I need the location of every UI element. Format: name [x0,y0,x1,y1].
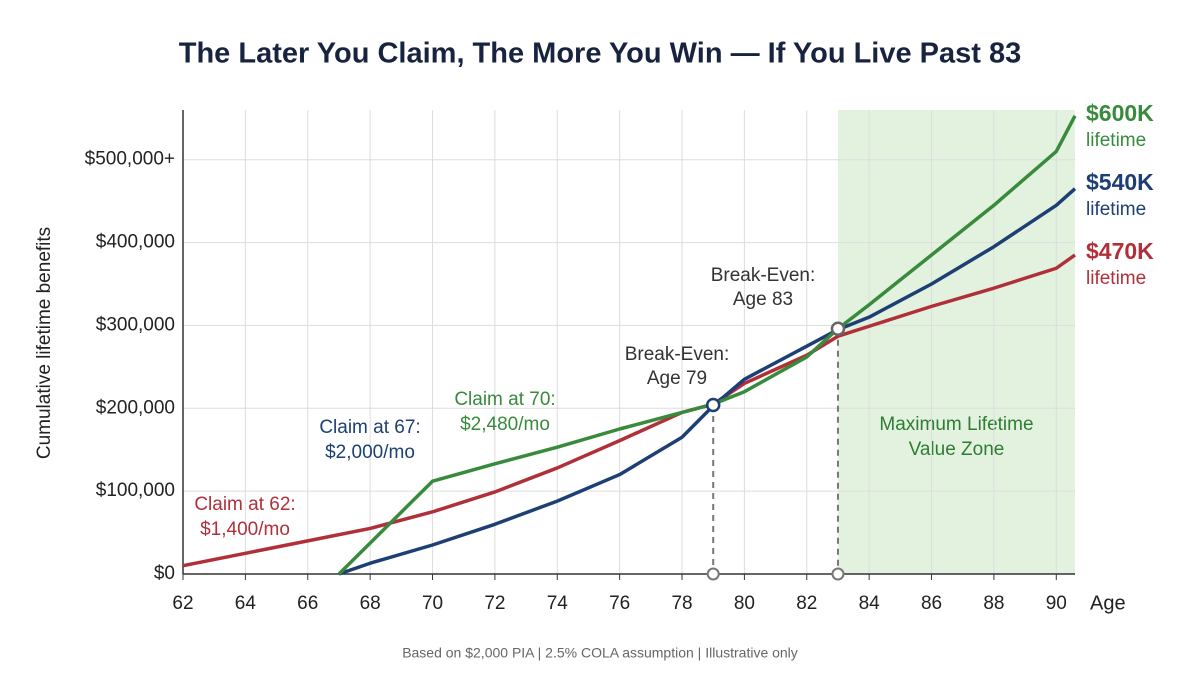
series-line [337,114,1077,576]
break-even-label: Break-Even: [625,344,730,365]
zone-label: Maximum Lifetime [879,414,1033,435]
series-label: Claim at 67: [319,417,420,438]
end-label: lifetime [1086,199,1146,220]
break-even-label: Age 79 [647,368,707,389]
break-even-label: Age 83 [733,289,793,310]
series-label: Claim at 62: [194,494,295,515]
y-tick-label: $400,000 [96,232,175,253]
chart-title: The Later You Claim, The More You Win — … [179,38,1022,70]
x-tick-label: 80 [734,593,755,614]
zone-label: Value Zone [909,439,1005,460]
x-tick-label: 76 [609,593,630,614]
series-label: $2,000/mo [325,442,415,463]
x-tick-label: 84 [859,593,881,614]
series-label: Claim at 70: [454,389,555,410]
x-tick-label: 62 [172,593,193,614]
end-label: lifetime [1086,268,1146,289]
end-label: $540K [1086,169,1154,195]
break-even-point [705,397,721,413]
end-label: $470K [1086,238,1154,264]
series-label: $1,400/mo [200,519,290,540]
series-line [338,187,1077,576]
y-tick-label: $0 [154,563,175,584]
break-even-axis-dot [831,567,845,581]
y-tick-label: $200,000 [96,397,175,418]
y-tick-label: $100,000 [96,480,175,501]
end-label: lifetime [1086,130,1146,151]
x-tick-label: 70 [422,593,443,614]
end-label: $600K [1086,100,1154,126]
x-tick-label: 66 [297,593,318,614]
y-tick-label: $500,000+ [85,149,175,170]
x-tick-label: 88 [983,593,1004,614]
x-tick-label: 68 [360,593,381,614]
footnote: Based on $2,000 PIA | 2.5% COLA assumpti… [402,645,798,661]
y-axis-label: Cumulative lifetime benefits [34,227,55,459]
x-tick-label: 64 [235,593,257,614]
x-tick-label: 74 [547,593,569,614]
break-even-point [830,321,846,336]
break-even-label: Break-Even: [711,265,816,286]
y-tick-label: $300,000 [96,314,175,335]
x-tick-label: 72 [484,593,505,614]
value-zone [837,110,1075,574]
x-tick-label: 82 [796,593,817,614]
x-tick-label: 78 [671,593,692,614]
series-label: $2,480/mo [460,414,550,435]
x-tick-label: 86 [921,593,942,614]
break-even-axis-dot [706,567,720,581]
x-axis-label: Age [1090,592,1126,614]
x-tick-label: 90 [1046,593,1067,614]
